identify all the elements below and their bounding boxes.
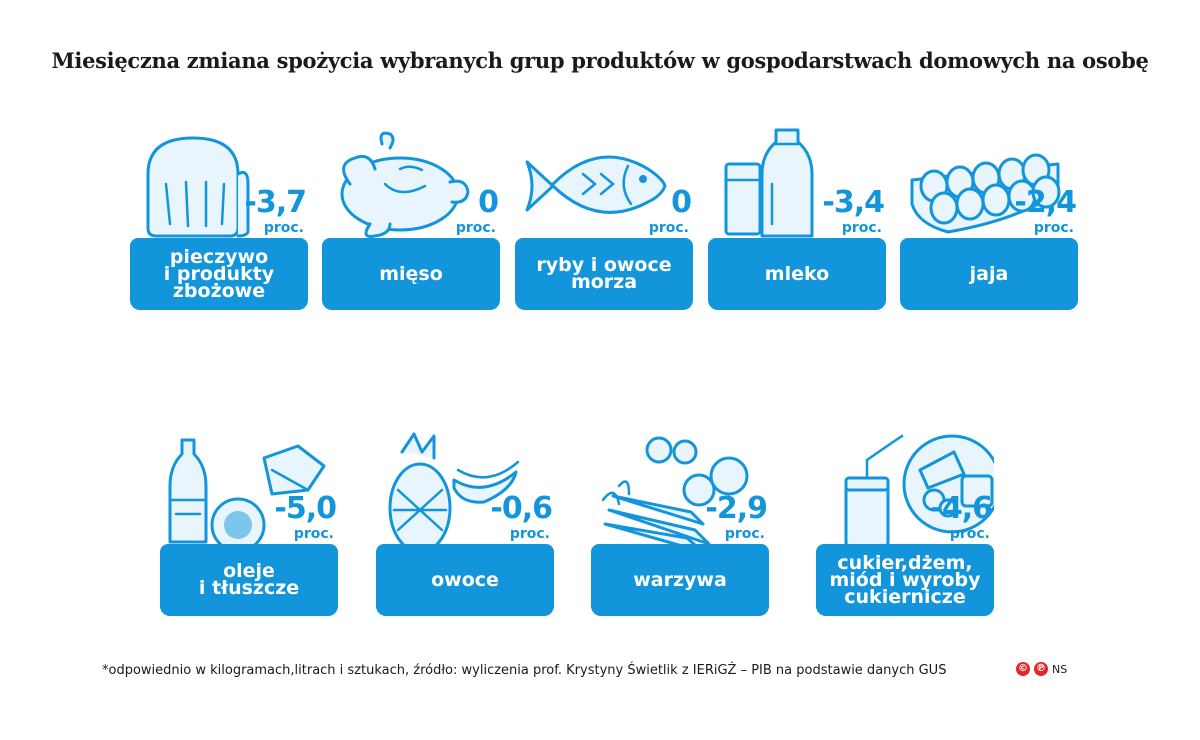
milk-icon (724, 128, 814, 238)
change-value: -0,6 (490, 491, 553, 526)
eggs-icon (910, 153, 1061, 234)
change-unit: proc. (648, 220, 689, 236)
product-card: -5,0 proc. oleje i tłuszcze (160, 426, 338, 616)
category-label: warzywa (591, 544, 769, 616)
category-label: oleje i tłuszcze (160, 544, 338, 616)
fish-icon (525, 155, 667, 214)
change-unit: proc. (1033, 220, 1074, 236)
change-unit: proc. (293, 526, 334, 542)
credit-initials: NS (1052, 662, 1068, 676)
category-label: ryby i owoce morza (515, 238, 693, 310)
change-value: 0 (478, 185, 499, 220)
change-unit: proc. (724, 526, 765, 542)
product-card: 0 proc. ryby i owoce morza (515, 120, 693, 310)
change-unit: proc. (509, 526, 550, 542)
phonographic-icon: ℗ (1034, 662, 1048, 676)
change-value: -4,6 (930, 491, 993, 526)
product-card: -4,6 proc. cukier,dżem, miód i wyroby cuki… (816, 426, 994, 616)
product-card: -2,4 proc. jaja (900, 120, 1078, 310)
change-unit: proc. (949, 526, 990, 542)
vegetables-icon (601, 436, 749, 554)
chart-title: Miesięczna zmiana spożycia wybranych gru… (51, 48, 1149, 73)
product-card: -3,7 proc. pieczywo i produkty zbożowe (130, 120, 308, 310)
sweets-icon (844, 434, 994, 550)
copyright-icon: © (1016, 662, 1030, 676)
credit: © ℗ NS (1016, 662, 1067, 676)
category-label: mleko (708, 238, 886, 310)
change-unit: proc. (841, 220, 882, 236)
change-value: -2,4 (1014, 185, 1077, 220)
change-unit: proc. (455, 220, 496, 236)
product-card: -3,4 proc. mleko (708, 120, 886, 310)
category-label: cukier,dżem, miód i wyroby cukiernicze (816, 544, 994, 616)
footnote: *odpowiednio w kilogramach,litrach i szt… (102, 663, 947, 678)
oil-butter-icon (168, 438, 326, 553)
product-card: -2,9 proc. warzywa (591, 426, 769, 616)
change-value: -2,9 (705, 491, 768, 526)
category-label: jaja (900, 238, 1078, 310)
category-label: mięso (322, 238, 500, 310)
change-unit: proc. (263, 220, 304, 236)
change-value: 0 (671, 185, 692, 220)
chicken-icon (340, 131, 470, 238)
category-label: pieczywo i produkty zbożowe (130, 238, 308, 310)
change-value: -3,7 (244, 185, 307, 220)
product-card: -0,6 proc. owoce (376, 426, 554, 616)
product-card: 0 proc. mięso (322, 120, 500, 310)
bread-icon (146, 136, 250, 238)
change-value: -5,0 (274, 491, 337, 526)
change-value: -3,4 (822, 185, 885, 220)
category-label: owoce (376, 544, 554, 616)
